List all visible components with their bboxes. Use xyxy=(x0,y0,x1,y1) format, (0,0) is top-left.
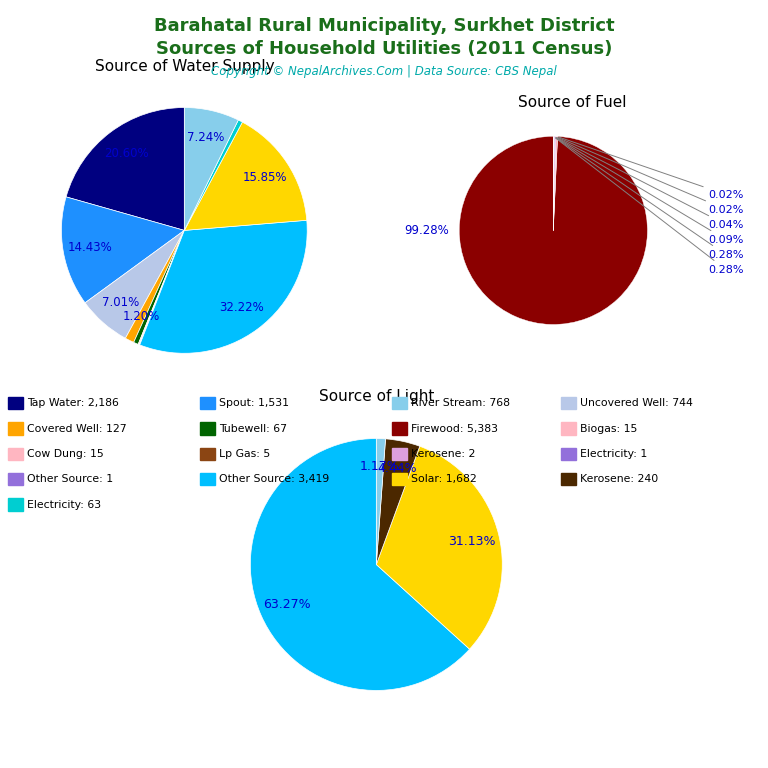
Wedge shape xyxy=(85,230,184,338)
Wedge shape xyxy=(184,108,238,230)
Text: 0.02%: 0.02% xyxy=(558,137,744,215)
Text: 7.01%: 7.01% xyxy=(102,296,140,309)
Text: 15.85%: 15.85% xyxy=(242,171,286,184)
Text: 1.20%: 1.20% xyxy=(123,310,161,323)
Text: 0.04%: 0.04% xyxy=(557,137,744,230)
Wedge shape xyxy=(140,220,307,353)
Wedge shape xyxy=(138,230,184,345)
Text: 7.24%: 7.24% xyxy=(187,131,224,144)
Text: 63.27%: 63.27% xyxy=(263,598,310,611)
Text: Kerosene: 240: Kerosene: 240 xyxy=(580,474,658,485)
Text: Electricity: 1: Electricity: 1 xyxy=(580,449,647,459)
Text: River Stream: 768: River Stream: 768 xyxy=(411,398,510,409)
Text: 0.28%: 0.28% xyxy=(555,138,744,275)
Wedge shape xyxy=(553,137,554,230)
Wedge shape xyxy=(134,230,184,344)
Text: Biogas: 15: Biogas: 15 xyxy=(580,423,637,434)
Title: Source of Water Supply: Source of Water Supply xyxy=(94,59,274,74)
Wedge shape xyxy=(140,230,184,345)
Text: Cow Dung: 15: Cow Dung: 15 xyxy=(27,449,104,459)
Text: 0.28%: 0.28% xyxy=(556,138,744,260)
Text: 20.60%: 20.60% xyxy=(104,147,149,161)
Text: Tubewell: 67: Tubewell: 67 xyxy=(219,423,287,434)
Text: 99.28%: 99.28% xyxy=(404,224,449,237)
Text: 31.13%: 31.13% xyxy=(448,535,495,548)
Wedge shape xyxy=(140,230,184,345)
Wedge shape xyxy=(184,122,306,230)
Text: Copyright © NepalArchives.Com | Data Source: CBS Nepal: Copyright © NepalArchives.Com | Data Sou… xyxy=(211,65,557,78)
Text: 0.02%: 0.02% xyxy=(559,137,744,200)
Text: Solar: 1,682: Solar: 1,682 xyxy=(411,474,477,485)
Wedge shape xyxy=(250,439,469,690)
Text: 1.17%: 1.17% xyxy=(360,460,400,473)
Wedge shape xyxy=(376,439,420,564)
Wedge shape xyxy=(376,439,386,564)
Text: Barahatal Rural Municipality, Surkhet District: Barahatal Rural Municipality, Surkhet Di… xyxy=(154,17,614,35)
Text: Sources of Household Utilities (2011 Census): Sources of Household Utilities (2011 Cen… xyxy=(156,40,612,58)
Wedge shape xyxy=(66,108,184,230)
Text: Other Source: 1: Other Source: 1 xyxy=(27,474,113,485)
Text: 0.09%: 0.09% xyxy=(556,137,744,245)
Text: Uncovered Well: 744: Uncovered Well: 744 xyxy=(580,398,693,409)
Wedge shape xyxy=(459,137,647,324)
Text: 32.22%: 32.22% xyxy=(220,301,264,313)
Text: Spout: 1,531: Spout: 1,531 xyxy=(219,398,289,409)
Wedge shape xyxy=(61,197,184,303)
Wedge shape xyxy=(139,230,184,345)
Title: Source of Light: Source of Light xyxy=(319,389,434,405)
Wedge shape xyxy=(553,137,558,230)
Text: 4.44%: 4.44% xyxy=(377,462,417,475)
Text: Lp Gas: 5: Lp Gas: 5 xyxy=(219,449,270,459)
Text: Tap Water: 2,186: Tap Water: 2,186 xyxy=(27,398,119,409)
Wedge shape xyxy=(553,137,556,230)
Text: Kerosene: 2: Kerosene: 2 xyxy=(411,449,475,459)
Wedge shape xyxy=(125,230,184,343)
Text: Firewood: 5,383: Firewood: 5,383 xyxy=(411,423,498,434)
Text: Other Source: 3,419: Other Source: 3,419 xyxy=(219,474,329,485)
Text: 14.43%: 14.43% xyxy=(68,241,112,253)
Text: Electricity: 63: Electricity: 63 xyxy=(27,499,101,510)
Title: Source of Fuel: Source of Fuel xyxy=(518,95,627,111)
Wedge shape xyxy=(376,446,502,649)
Wedge shape xyxy=(184,120,243,230)
Text: Covered Well: 127: Covered Well: 127 xyxy=(27,423,127,434)
